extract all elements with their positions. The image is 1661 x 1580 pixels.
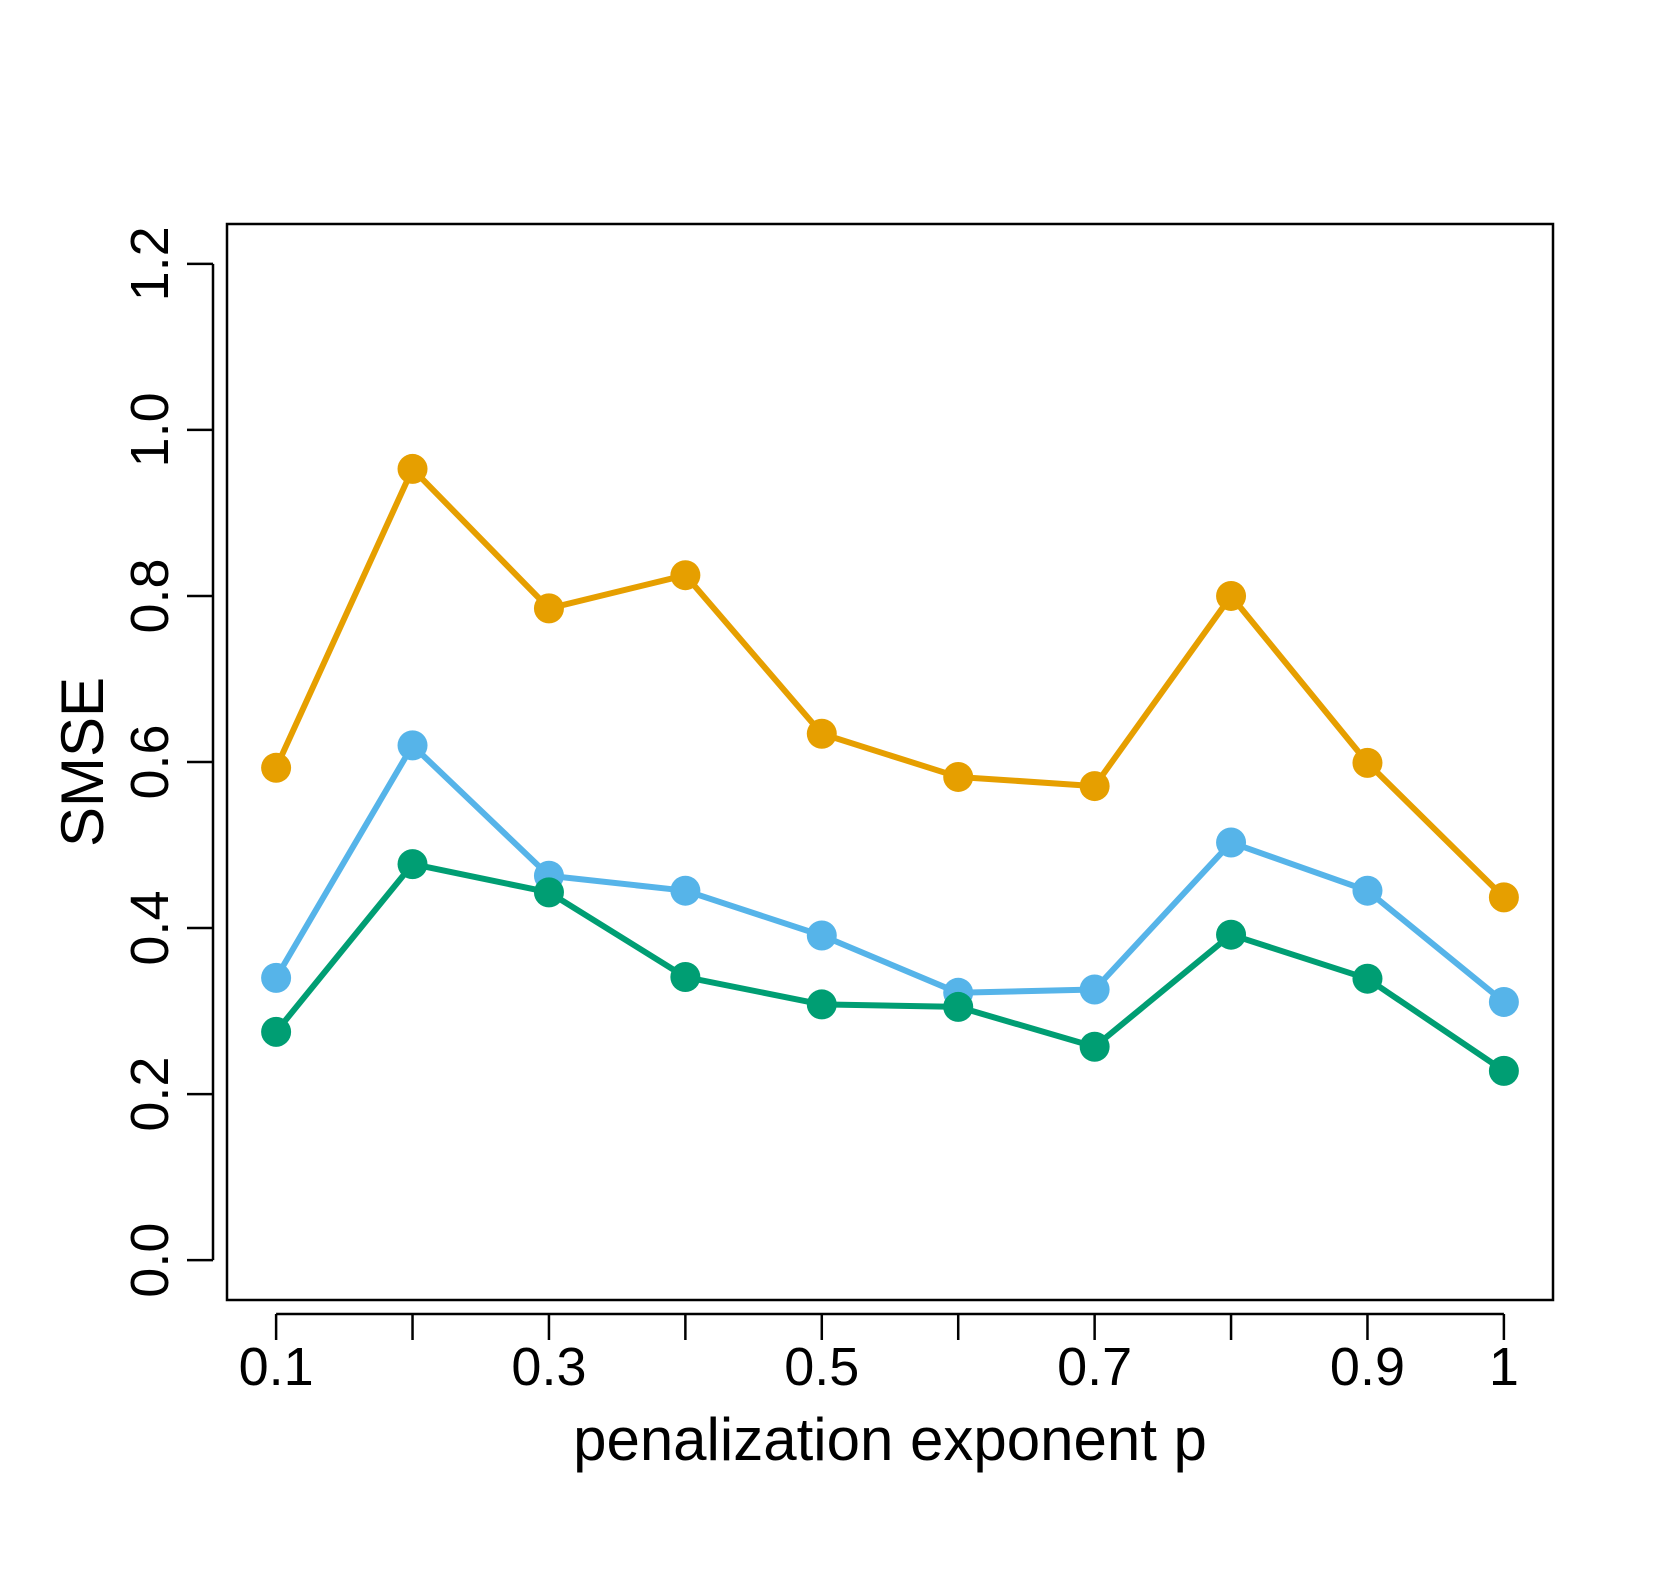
- data-point-skyblue: [1079, 974, 1110, 1005]
- data-point-skyblue: [397, 730, 428, 761]
- data-point-green: [397, 849, 428, 880]
- series-line-skyblue: [273, 742, 1507, 1005]
- data-point-orange: [1488, 882, 1519, 913]
- data-point-skyblue: [806, 920, 837, 951]
- data-point-green: [1488, 1055, 1519, 1086]
- data-point-green: [1216, 919, 1247, 950]
- series-skyblue: [261, 730, 1519, 1017]
- plot-frame: [225, 222, 1555, 1302]
- x-tick-label: 0.3: [511, 1337, 586, 1397]
- y-tick-label: 0.4: [120, 891, 180, 966]
- y-tick-label: 0.6: [120, 724, 180, 799]
- data-point-orange: [670, 560, 701, 591]
- x-axis: 0.1 0.3 0.5 0.7 0.9 1: [239, 1312, 1519, 1397]
- data-point-green: [1352, 963, 1383, 994]
- series-layer: [261, 453, 1519, 1086]
- data-point-green: [806, 989, 837, 1020]
- data-point-green: [1079, 1031, 1110, 1062]
- data-point-orange: [943, 761, 974, 792]
- y-tick-label: 0.2: [120, 1057, 180, 1132]
- x-tick-label: 0.5: [784, 1337, 859, 1397]
- y-axis: 0.0 0.2 0.4 0.6 0.8 1.0 1.2: [120, 226, 215, 1298]
- y-axis-title: SMSE: [49, 677, 116, 847]
- data-point-orange: [533, 593, 564, 624]
- data-point-orange: [397, 453, 428, 484]
- data-point-skyblue: [261, 962, 292, 993]
- x-axis-title: penalization exponent p: [573, 1406, 1207, 1473]
- data-point-skyblue: [1216, 827, 1247, 858]
- x-tick-label: 0.7: [1057, 1337, 1132, 1397]
- data-point-green: [670, 962, 701, 993]
- series-line-green: [273, 861, 1507, 1074]
- x-tick-label: 0.9: [1330, 1337, 1405, 1397]
- data-point-orange: [261, 752, 292, 783]
- data-point-orange: [1216, 580, 1247, 611]
- data-point-skyblue: [670, 875, 701, 906]
- data-point-orange: [806, 718, 837, 749]
- data-point-orange: [1079, 771, 1110, 802]
- data-point-green: [533, 877, 564, 908]
- data-point-green: [261, 1016, 292, 1047]
- y-tick-label: 0.8: [120, 558, 180, 633]
- series-orange: [261, 453, 1519, 913]
- y-tick-label: 0.0: [120, 1223, 180, 1298]
- data-point-skyblue: [1352, 875, 1383, 906]
- data-point-green: [943, 991, 974, 1022]
- y-tick-label: 1.2: [120, 226, 180, 301]
- series-line-orange: [273, 465, 1507, 901]
- x-tick-label: 0.1: [239, 1337, 314, 1397]
- data-point-skyblue: [1488, 986, 1519, 1017]
- y-tick-label: 1.0: [120, 392, 180, 467]
- data-point-orange: [1352, 747, 1383, 778]
- x-tick-label: 1: [1489, 1337, 1519, 1397]
- series-green: [261, 849, 1519, 1086]
